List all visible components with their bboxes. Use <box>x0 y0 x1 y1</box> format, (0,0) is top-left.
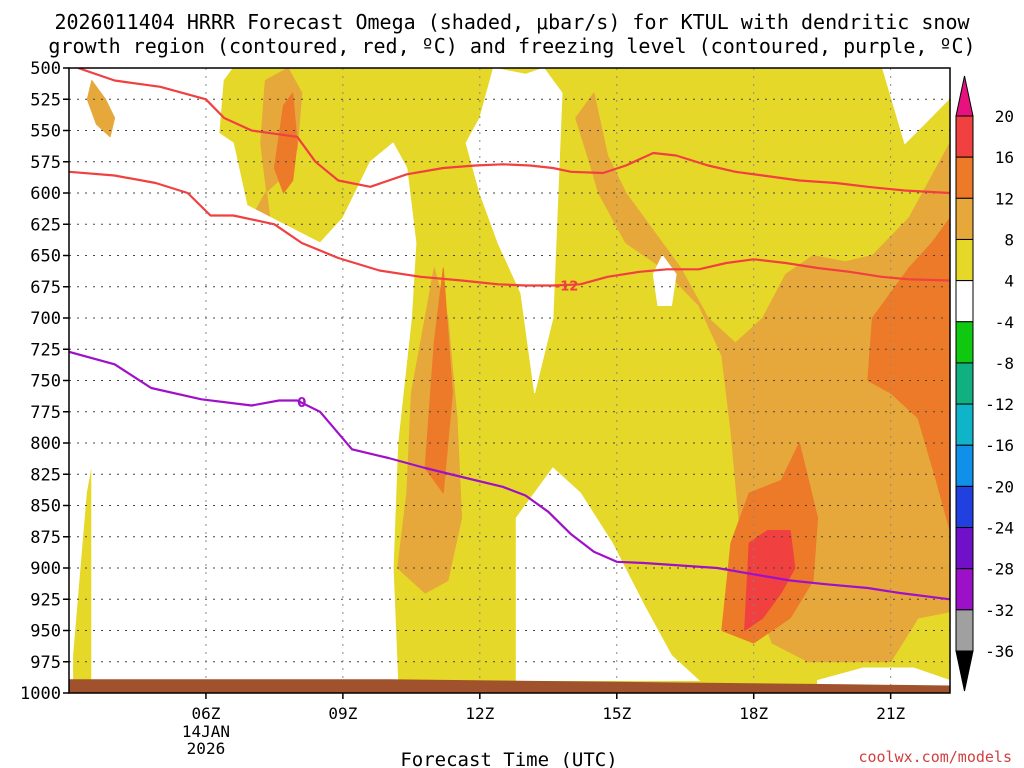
y-tick-label-500: 500 <box>30 59 61 79</box>
contour-label-1: -12 <box>555 280 579 295</box>
chart-title-line2: growth region (contoured, red, ºC) and f… <box>48 34 975 58</box>
omega-region-2-2 <box>273 92 298 194</box>
y-tick-label-925: 925 <box>30 590 61 610</box>
colorbar-label-3: 8 <box>1004 230 1014 249</box>
x-tick-label-12Z: 12Z <box>465 704 494 723</box>
colorbar-label-9: -20 <box>985 477 1014 496</box>
omega-gap-4 <box>652 254 677 306</box>
x-tick-year: 2026 <box>187 739 226 758</box>
colorbar-label-13: -36 <box>985 642 1014 661</box>
x-tick-label-06Z: 06Z <box>191 704 220 723</box>
chart-title-line1: 2026011404 HRRR Forecast Omega (shaded, … <box>54 10 970 34</box>
y-tick-label-725: 725 <box>30 340 61 360</box>
omega-gaps <box>91 68 950 688</box>
contour-line-1 <box>69 170 950 287</box>
y-tick-label-800: 800 <box>30 434 61 454</box>
y-tick-label-850: 850 <box>30 497 61 517</box>
contour-lines: -12 0 <box>69 68 950 601</box>
y-tick-label-625: 625 <box>30 215 61 235</box>
x-tick-label-09Z: 09Z <box>328 704 357 723</box>
colorbar-box-6 <box>955 362 974 405</box>
colorbar-bottom-triangle <box>955 650 974 692</box>
colorbar-label-10: -24 <box>985 519 1014 538</box>
colorbar-label-7: -12 <box>985 395 1014 414</box>
colorbar-label-12: -32 <box>985 601 1014 620</box>
y-tick-label-550: 550 <box>30 122 61 142</box>
colorbar: 20 16 12 8 4 -4 -8 -12 -16 -20 -24 -28 -32 -36 <box>955 75 1014 692</box>
colorbar-box-3 <box>955 238 974 282</box>
ground-surface <box>69 679 950 693</box>
colorbar-label-8: -16 <box>985 436 1014 455</box>
y-tick-label-775: 775 <box>30 403 61 423</box>
y-tick-label-525: 525 <box>30 90 61 110</box>
contour-line-0 <box>77 68 950 195</box>
credit-text: coolwx.com/models <box>858 748 1012 766</box>
plot-area: -12 0 <box>69 68 950 693</box>
colorbar-label-11: -28 <box>985 560 1014 579</box>
omega-region-2-5 <box>867 217 950 531</box>
colorbar-box-12 <box>955 609 974 652</box>
colorbar-box-4 <box>955 280 974 323</box>
colorbar-top-triangle <box>955 75 974 117</box>
colorbar-box-5 <box>955 321 974 364</box>
omega-gap-0 <box>91 123 417 681</box>
gridlines <box>69 68 950 693</box>
colorbar-box-1 <box>955 156 974 199</box>
y-tick-label-900: 900 <box>30 559 61 579</box>
colorbar-label-2: 12 <box>995 189 1014 208</box>
colorbar-label-6: -8 <box>995 354 1014 373</box>
y-tick-label-575: 575 <box>30 153 61 173</box>
y-tick-label-975: 975 <box>30 653 61 673</box>
omega-region-3-0 <box>744 530 796 631</box>
colorbar-box-9 <box>955 485 974 529</box>
colorbar-box-2 <box>955 197 974 240</box>
y-tick-label-950: 950 <box>30 622 61 642</box>
colorbar-box-10 <box>955 527 974 570</box>
x-axis-label: Forecast Time (UTC) <box>400 749 617 768</box>
x-tick-label-18Z: 18Z <box>739 704 768 723</box>
omega-gap-2 <box>465 68 563 394</box>
contour-line-2 <box>69 350 950 601</box>
y-tick-label-600: 600 <box>30 184 61 204</box>
colorbar-label-0: 20 <box>995 107 1014 126</box>
x-tick-date: 14JAN <box>182 722 230 741</box>
y-axis: 500 525 550 575 600 625 650 675 700 725 750 775 800 8… <box>20 59 69 704</box>
y-tick-label-650: 650 <box>30 247 61 267</box>
y-tick-label-1000: 1000 <box>20 684 61 704</box>
colorbar-box-0 <box>955 115 974 158</box>
omega-gap-3 <box>515 467 701 681</box>
colorbar-box-11 <box>955 568 974 611</box>
y-tick-label-675: 675 <box>30 278 61 298</box>
contour-label-2: 0 <box>297 396 306 411</box>
y-tick-label-700: 700 <box>30 309 61 329</box>
colorbar-label-4: 4 <box>1004 272 1014 291</box>
ground-layer <box>69 679 950 693</box>
colorbar-box-7 <box>955 403 974 446</box>
colorbar-label-1: 16 <box>995 148 1014 167</box>
x-tick-label-15Z: 15Z <box>602 704 631 723</box>
y-tick-label-875: 875 <box>30 528 61 548</box>
y-tick-label-825: 825 <box>30 465 61 485</box>
x-tick-label-21Z: 21Z <box>876 704 905 723</box>
y-tick-label-750: 750 <box>30 372 61 392</box>
omega-region-1-0 <box>86 80 116 138</box>
colorbar-label-5: -4 <box>995 313 1014 332</box>
colorbar-box-8 <box>955 444 974 487</box>
